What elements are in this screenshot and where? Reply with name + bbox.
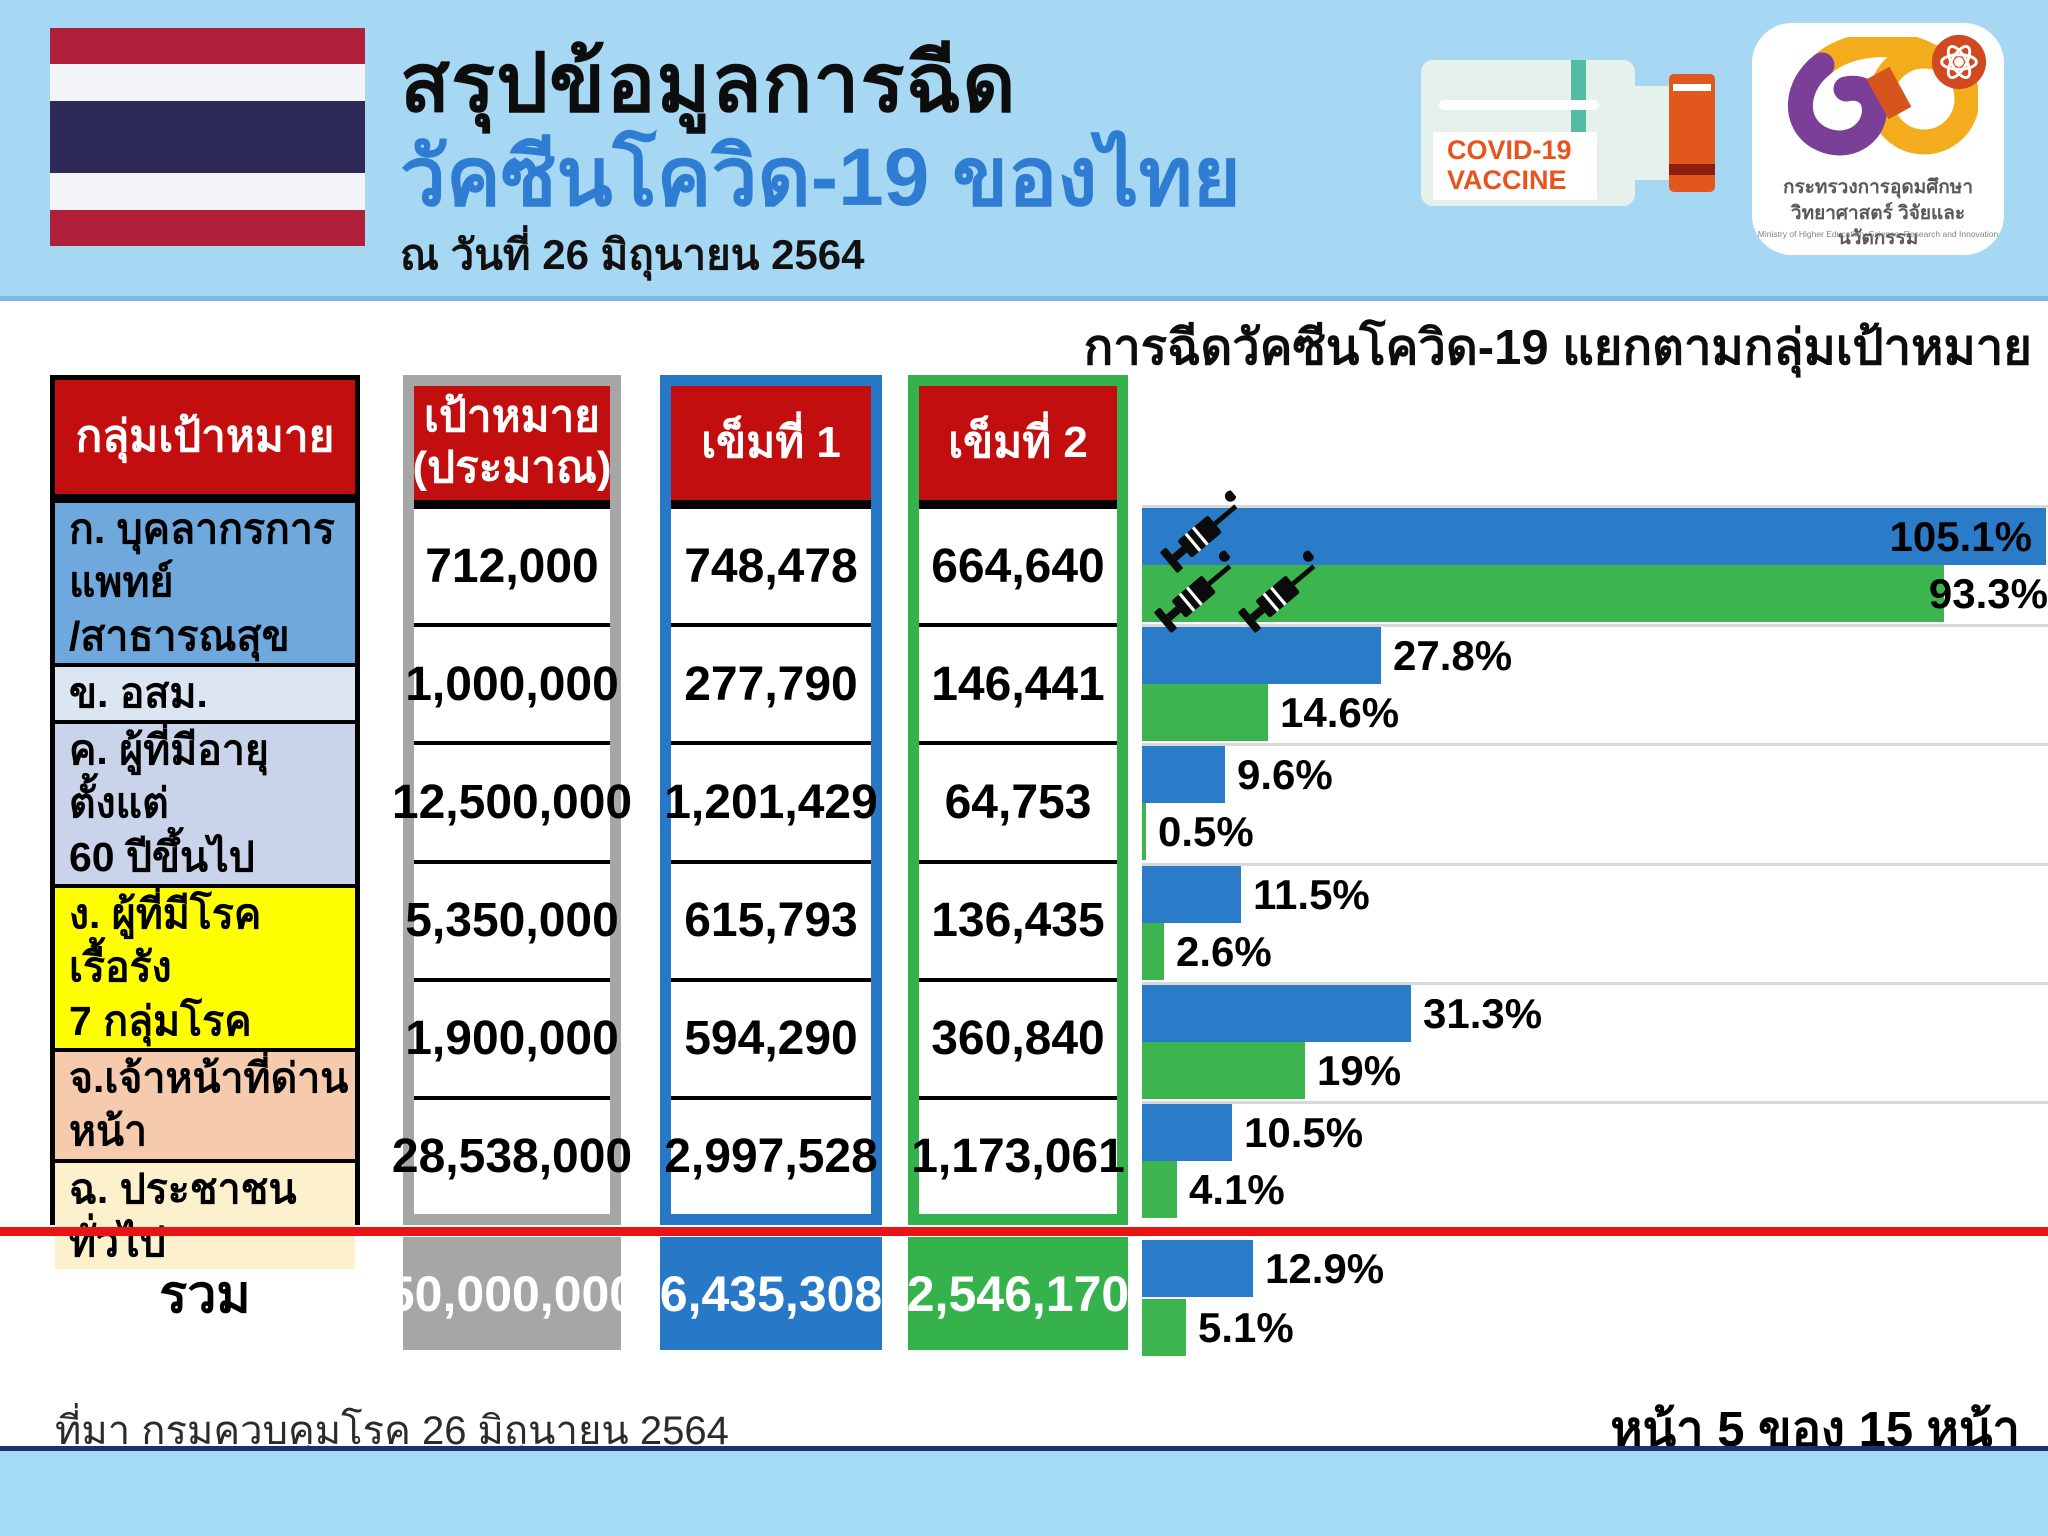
vial-label: COVID-19 VACCINE <box>1433 132 1597 200</box>
chart-row-separator <box>1142 505 2048 508</box>
dose1-cell: 594,290 <box>671 977 871 1096</box>
bar-chart: 105.1% 93.3% 27.8% 14.6% 9.6% 0.5% 11.5% 2.6% 31… <box>1142 375 2048 1370</box>
target-cell: 5,350,000 <box>405 859 619 978</box>
chart-row-separator <box>1142 743 2048 747</box>
bar-percentage-label: 27.8% <box>1393 632 1513 680</box>
dose1-cell: 615,793 <box>671 859 871 978</box>
dose2-bar <box>1142 922 1164 980</box>
mhesi-thai-line1: กระทรวงการอุดมศึกษา <box>1783 177 1973 198</box>
dose2-bar <box>1142 1161 1177 1218</box>
dose2-cell: 64,753 <box>919 741 1117 859</box>
table-column-target: เป้าหมาย (ประมาณ) 712,000 1,000,000 12,500… <box>392 375 632 1225</box>
column-header-group: กลุ่มเป้าหมาย <box>55 380 355 499</box>
atom-icon <box>1931 34 1987 90</box>
vial-label-line1: COVID-19 <box>1447 135 1572 166</box>
group-cell: ก. บุคลากรการแพทย์ /สาธารณสุข <box>55 499 355 663</box>
mhesi-logo: กระทรวงการอุดมศึกษา วิทยาศาสตร์ วิจัยและ… <box>1752 23 2004 255</box>
target-cell: 28,538,000 <box>392 1095 632 1214</box>
target-cell: 1,900,000 <box>405 977 619 1096</box>
bar-percentage-label: 9.6% <box>1237 751 1333 799</box>
dose2-cell: 146,441 <box>919 623 1117 741</box>
mhesi-thai-line2: วิทยาศาสตร์ วิจัยและนวัตกรรม <box>1790 202 1966 250</box>
dose1-bar <box>1142 1104 1232 1161</box>
target-cell: 712,000 <box>414 505 610 623</box>
source-note: ที่มา กรมควบคุมโรค 26 มิถุนายน 2564 <box>55 1409 729 1453</box>
dose1-bar <box>1142 1240 1253 1297</box>
dose2-cell: 136,435 <box>919 859 1117 978</box>
dose2-bar <box>1142 803 1146 861</box>
dose1-cell: 277,790 <box>671 623 871 741</box>
dose1-cell: 1,201,429 <box>664 741 878 859</box>
chart-row-separator <box>1142 1101 2048 1104</box>
mhesi-logo-english: Ministry of Higher Education, Science, R… <box>1757 229 1999 239</box>
footer-band: กระทรวงการอุดมศึกษา วิทยาศาสตร์ วิจัยและ… <box>0 1446 2048 1536</box>
main-subtitle: วัคซีนโควิด-19 ของไทย <box>400 132 1241 223</box>
group-cell: ค. ผู้ที่มีอายุตั้งแต่ 60 ปีขึ้นไป <box>55 720 355 885</box>
chart-row-separator <box>1142 624 2048 628</box>
chart-row-separator <box>1142 862 2048 866</box>
dose1-bar <box>1142 984 1411 1042</box>
bar-percentage-label: 14.6% <box>1280 689 1400 737</box>
vial-label-line2: VACCINE <box>1447 165 1567 195</box>
bar-percentage-label: 4.1% <box>1189 1166 1285 1213</box>
group-cell: จ.เจ้าหน้าที่ด่านหน้า <box>55 1047 355 1159</box>
column-header-dose2: เข็มที่ 2 <box>919 386 1117 505</box>
total-dose1-value: 6,435,308 <box>660 1237 882 1350</box>
syringe-icon <box>1160 490 1238 573</box>
bar-percentage-label: 11.5% <box>1253 870 1370 918</box>
chart-title: การฉีดวัคซีนโควิด-19 แยกตามกลุ่มเป้าหมาย <box>1083 321 2032 375</box>
dose2-cell: 1,173,061 <box>911 1095 1125 1214</box>
as-of-date: ณ วันที่ 26 มิถุนายน 2564 <box>400 231 865 278</box>
bar-percentage-label: 19% <box>1317 1046 1402 1094</box>
bar-percentage-label: 93.3% <box>1928 570 2048 617</box>
dose1-bar <box>1142 627 1381 685</box>
bar-percentage-label: 5.1% <box>1198 1304 1294 1351</box>
dose1-bar <box>1142 746 1225 804</box>
dose2-cell: 360,840 <box>919 977 1117 1096</box>
table-column-dose1: เข็มที่ 1 748,478 277,790 1,201,429 615,793… <box>660 375 882 1225</box>
thailand-flag-icon <box>50 28 365 246</box>
target-cell: 1,000,000 <box>405 623 619 741</box>
dose2-bar <box>1142 1041 1305 1099</box>
header-band: สรุปข้อมูลการฉีด วัคซีนโควิด-19 ของไทย ณ… <box>0 0 2048 301</box>
chart-row-separator <box>1142 981 2048 985</box>
group-cell: ง. ผู้ที่มีโรคเรื้อรัง 7 กลุ่มโรค <box>55 884 355 1048</box>
bar-percentage-label: 12.9% <box>1265 1245 1385 1292</box>
table-column-dose2: เข็มที่ 2 664,640 146,441 64,753 136,435 360… <box>908 375 1128 1225</box>
syringe-icon <box>1154 550 1232 633</box>
mhesi-logo-mark-icon <box>1788 37 1978 156</box>
dose1-cell: 748,478 <box>671 505 871 623</box>
vaccine-vial-icon: COVID-19 VACCINE <box>1421 60 1721 210</box>
main-title: สรุปข้อมูลการฉีด <box>400 38 1017 129</box>
dose1-bar <box>1142 865 1241 923</box>
group-cell: ข. อสม. <box>55 662 355 721</box>
total-target-value: 50,000,000 <box>387 1237 637 1350</box>
dose2-cell: 664,640 <box>919 505 1117 623</box>
dose2-bar <box>1142 684 1268 742</box>
group-cell: ฉ. ประชาชนทั่วไป <box>55 1158 355 1270</box>
column-header-target: เป้าหมาย (ประมาณ) <box>412 386 612 505</box>
total-separator-line <box>0 1227 2048 1236</box>
bar-percentage-label: 10.5% <box>1244 1109 1364 1156</box>
dose1-cell: 2,997,528 <box>664 1095 878 1214</box>
total-dose2-value: 2,546,170 <box>907 1237 1129 1350</box>
bar-percentage-label: 105.1% <box>1889 513 2032 560</box>
table-column-group: กลุ่มเป้าหมาย ก. บุคลากรการแพทย์ /สาธารณ… <box>50 375 360 1270</box>
syringe-icon <box>1238 550 1316 633</box>
column-header-dose1: เข็มที่ 1 <box>671 386 871 505</box>
bar-percentage-label: 0.5% <box>1158 808 1254 856</box>
target-cell: 12,500,000 <box>392 741 632 859</box>
dose1-bar <box>1142 508 2046 565</box>
total-row-label: รวม <box>159 1266 251 1324</box>
mhesi-logo-text: กระทรวงการอุดมศึกษา วิทยาศาสตร์ วิจัยและ… <box>1752 175 2004 252</box>
bar-percentage-label: 31.3% <box>1423 989 1543 1037</box>
dose2-bar <box>1142 1299 1186 1356</box>
bar-percentage-label: 2.6% <box>1176 927 1272 975</box>
